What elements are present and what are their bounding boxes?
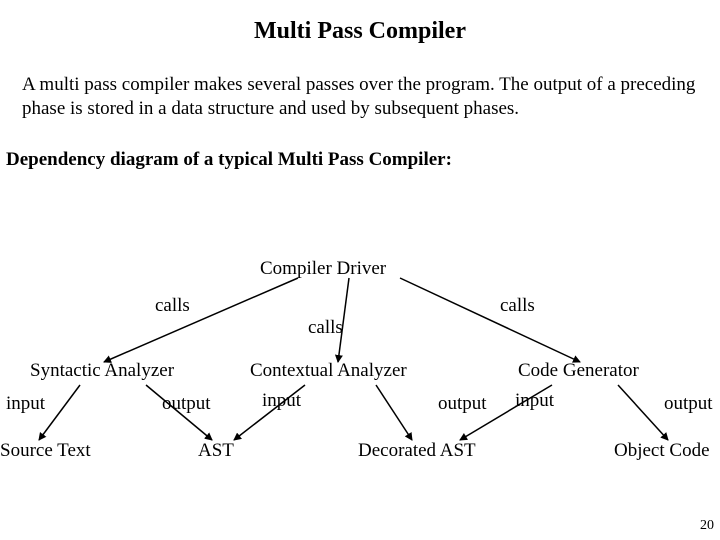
calls-left-label: calls: [155, 295, 190, 317]
p1-output-label: output: [162, 393, 211, 415]
compiler-driver-label: Compiler Driver: [260, 258, 386, 280]
description-text: A multi pass compiler makes several pass…: [0, 45, 720, 121]
page-number: 20: [700, 518, 714, 534]
page-title: Multi Pass Compiler: [0, 0, 720, 45]
diagram-subheading: Dependency diagram of a typical Multi Pa…: [0, 121, 720, 171]
artifact-source-text: Source Text: [0, 440, 91, 462]
p2-output-label: output: [438, 393, 487, 415]
phase-contextual-analyzer: Contextual Analyzer: [250, 360, 407, 382]
phase-code-generator: Code Generator: [518, 360, 639, 382]
p2-input-label: input: [262, 390, 301, 412]
p3-output-label: output: [664, 393, 713, 415]
artifact-object-code: Object Code: [614, 440, 710, 462]
p1-input-label: input: [6, 393, 45, 415]
calls-mid-label: calls: [308, 317, 343, 339]
artifact-decorated-ast: Decorated AST: [358, 440, 476, 462]
calls-right-label: calls: [500, 295, 535, 317]
p3-input-label: input: [515, 390, 554, 412]
phase-syntactic-analyzer: Syntactic Analyzer: [30, 360, 174, 382]
artifact-ast: AST: [198, 440, 234, 462]
